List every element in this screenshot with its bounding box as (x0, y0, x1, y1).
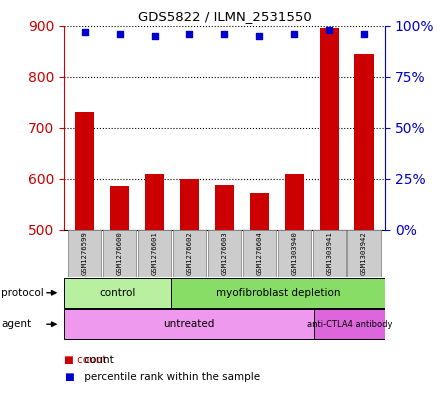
Text: GSM1276603: GSM1276603 (221, 231, 227, 275)
Point (360, 31, 367, 37)
Bar (64, 278, 171, 308)
Bar (348, 230, 381, 277)
Bar (285, 174, 304, 230)
Bar (278, 230, 311, 277)
Point (326, 26, 333, 33)
Bar (173, 230, 206, 277)
Text: untreated: untreated (163, 319, 214, 329)
Bar (171, 278, 385, 308)
Bar (319, 28, 339, 230)
Text: percentile rank within the sample: percentile rank within the sample (81, 372, 260, 382)
Bar (243, 230, 276, 277)
Text: ■: ■ (64, 372, 73, 382)
Text: control: control (99, 288, 136, 298)
Text: ■ count: ■ count (64, 354, 106, 365)
Bar (110, 186, 129, 230)
Bar (75, 112, 94, 230)
Point (151, 33, 158, 39)
Text: GSM1276601: GSM1276601 (151, 231, 158, 275)
Point (116, 31, 123, 37)
Text: GSM1303940: GSM1303940 (291, 231, 297, 275)
Bar (314, 309, 385, 339)
Point (256, 33, 263, 39)
Bar (215, 185, 234, 230)
Title: GDS5822 / ILMN_2531550: GDS5822 / ILMN_2531550 (138, 10, 311, 23)
Point (186, 31, 193, 37)
Text: GSM1276604: GSM1276604 (257, 231, 262, 275)
Bar (180, 179, 199, 230)
Text: count: count (81, 354, 113, 365)
Bar (138, 230, 171, 277)
Bar (64, 309, 314, 339)
Text: GSM1303942: GSM1303942 (361, 231, 367, 275)
Text: protocol: protocol (1, 288, 44, 298)
Point (81, 29, 88, 35)
Bar (145, 174, 164, 230)
Text: agent: agent (1, 319, 31, 329)
Text: GSM1276600: GSM1276600 (117, 231, 123, 275)
Text: GSM1276602: GSM1276602 (187, 231, 192, 275)
Bar (355, 53, 374, 230)
Bar (250, 193, 269, 230)
Bar (68, 230, 101, 277)
Text: anti-CTLA4 antibody: anti-CTLA4 antibody (307, 320, 392, 329)
Point (291, 31, 298, 37)
Text: GSM1303941: GSM1303941 (326, 231, 332, 275)
Bar (312, 230, 346, 277)
Text: myofibroblast depletion: myofibroblast depletion (216, 288, 340, 298)
Point (221, 31, 228, 37)
Bar (103, 230, 136, 277)
Text: GSM1276599: GSM1276599 (82, 231, 88, 275)
Bar (208, 230, 241, 277)
